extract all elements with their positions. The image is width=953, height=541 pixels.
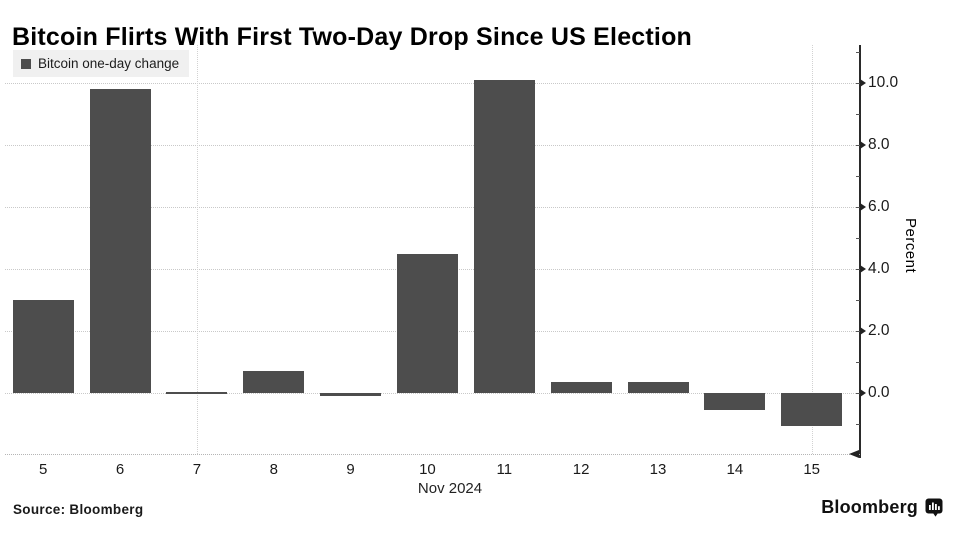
bar-nov-13 (627, 382, 689, 393)
bloomberg-logo-icon (925, 498, 943, 517)
y-axis-major-tick-icon (860, 265, 866, 273)
horizontal-gridline (5, 392, 860, 394)
y-axis-tick-label: 0.0 (868, 384, 890, 401)
y-axis-minor-tick (856, 52, 860, 53)
x-axis-tick-label: 6 (115, 461, 125, 478)
brand-lockup: Bloomberg (821, 497, 943, 518)
bar-nov-15 (781, 393, 843, 426)
legend: Bitcoin one-day change (13, 50, 190, 77)
vertical-gridline (811, 45, 813, 454)
bar-nov-7 (166, 392, 228, 394)
source-credit: Source: Bloomberg (13, 502, 144, 517)
y-axis-tick-label: 10.0 (868, 74, 899, 91)
bar-nov-14 (704, 393, 766, 411)
x-axis-arrow-icon (849, 450, 859, 458)
legend-swatch-icon (21, 58, 31, 69)
y-axis-minor-tick (856, 145, 860, 146)
y-axis-minor-tick (856, 393, 860, 394)
x-axis-tick-label: 15 (803, 461, 821, 478)
bar-nov-11 (473, 79, 535, 393)
horizontal-gridline (5, 206, 860, 208)
brand-wordmark: Bloomberg (821, 497, 918, 517)
x-axis-tick-label: 8 (269, 461, 278, 478)
y-axis-major-tick-icon (860, 327, 866, 335)
bar-nov-9 (320, 393, 382, 397)
horizontal-gridline (5, 144, 860, 146)
x-axis-tick-label: 12 (572, 461, 590, 478)
bar-nov-10 (396, 253, 458, 393)
x-axis-tick-label: 9 (346, 461, 355, 478)
x-axis-tick-label: 7 (192, 461, 202, 478)
y-axis-minor-tick (856, 83, 860, 84)
y-axis-major-tick-icon (860, 203, 866, 211)
y-axis-minor-tick (856, 269, 860, 270)
y-axis-tick-label: 4.0 (868, 260, 890, 277)
y-axis-tick-label: 6.0 (868, 198, 890, 215)
legend-label: Bitcoin one-day change (38, 56, 180, 71)
y-axis-major-tick-icon (860, 389, 866, 397)
bar-nov-5 (12, 300, 74, 393)
y-axis-minor-tick (856, 176, 860, 177)
vertical-gridline (196, 45, 198, 454)
y-axis-minor-tick (856, 300, 860, 301)
y-axis-minor-tick (856, 114, 860, 115)
x-axis-tick-label: 14 (726, 461, 744, 478)
x-axis-title: Nov 2024 (417, 480, 483, 497)
x-axis-tick-label: 5 (39, 461, 48, 478)
horizontal-gridline (5, 82, 860, 84)
y-axis-minor-tick (856, 238, 860, 239)
y-axis-minor-tick (856, 424, 860, 425)
y-axis-minor-tick (856, 362, 860, 363)
y-axis-minor-tick (856, 207, 860, 208)
y-axis-major-tick-icon (860, 79, 866, 87)
chart-title: Bitcoin Flirts With First Two-Day Drop S… (12, 22, 693, 51)
bar-nov-6 (89, 89, 151, 393)
bar-nov-12 (550, 382, 612, 393)
y-axis-tick-label: 2.0 (868, 322, 890, 339)
y-axis-title: Percent (902, 218, 919, 274)
y-axis-line (859, 45, 861, 458)
y-axis-minor-tick (856, 331, 860, 332)
x-axis-line (5, 454, 860, 455)
x-axis-tick-label: 13 (649, 461, 667, 478)
bar-nov-8 (243, 371, 305, 393)
x-axis-tick-label: 11 (496, 461, 513, 478)
y-axis-tick-label: 8.0 (868, 136, 890, 153)
y-axis-major-tick-icon (860, 141, 866, 149)
x-axis-tick-label: 10 (419, 461, 436, 478)
